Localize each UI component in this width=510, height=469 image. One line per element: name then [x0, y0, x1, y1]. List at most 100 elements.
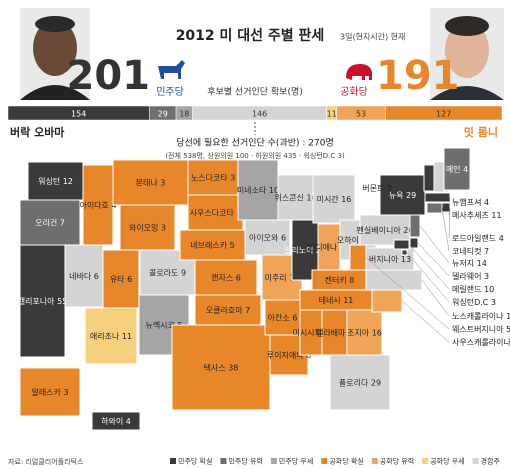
state-label: 플로리다 29 — [339, 378, 381, 387]
state-votes: 6 — [292, 313, 297, 322]
state-votes: 3 — [230, 173, 235, 182]
state-votes: 9 — [181, 268, 186, 277]
state-label: 아이오와 6 — [249, 232, 286, 242]
state-name: 켄터키 — [325, 275, 347, 285]
state-label: 콜로라도 9 — [149, 268, 186, 277]
state — [19, 244, 66, 358]
state-votes: 6 — [127, 275, 132, 284]
state-name: 플로리다 — [339, 378, 369, 387]
source: 자료: 리얼클리어폴리틱스 — [8, 457, 84, 466]
state-votes: 3 — [387, 184, 392, 193]
state-votes: 55 — [57, 297, 67, 306]
state-votes: 6 — [236, 273, 241, 282]
state-label: 사우스다코타 3 — [190, 208, 242, 217]
state-label: 알래스카 3 — [31, 387, 68, 397]
state-name: 아칸소 — [268, 312, 290, 322]
state-name: 코네티컷 — [452, 246, 481, 256]
state-name: 인디애나 — [308, 242, 338, 252]
bar-caption: 후보별 선거인단 확보(명) — [207, 86, 303, 98]
state-name: 와이오밍 — [129, 222, 158, 232]
state-name: 일리노이 — [284, 245, 313, 255]
state-name: 뉴저지 — [452, 259, 474, 268]
state-votes: 5 — [230, 241, 235, 250]
state-name: 메릴랜드 — [452, 284, 481, 294]
bar-label: 11 — [327, 110, 337, 119]
state-votes: 3 — [491, 298, 496, 307]
state — [194, 294, 262, 326]
state — [82, 164, 114, 246]
state-label: 하와이 4 — [101, 416, 131, 426]
state-name: 워싱턴D.C — [452, 297, 489, 307]
state-label: 몬태나 3 — [136, 178, 166, 187]
legend-label: 공화당 확실 — [329, 457, 363, 466]
state — [237, 159, 279, 221]
state-label: 워싱턴D.C 3 — [452, 297, 496, 307]
needed-note: (전체 538명, 상원의원 100 · 하원의원 435 · 워싱턴D.C 3… — [165, 151, 345, 160]
state — [349, 244, 367, 271]
state-votes: 29 — [406, 191, 416, 200]
state — [321, 309, 348, 356]
state-name: 메인 — [446, 164, 461, 174]
state-votes: 6 — [94, 272, 99, 281]
state-name: 콜로라도 — [149, 268, 178, 277]
state — [346, 309, 383, 356]
subtitle: 3일(현지시간) 현재 — [340, 32, 405, 42]
state-votes: 16 — [341, 195, 351, 204]
leader-line — [408, 244, 450, 290]
state-label: 유타 6 — [110, 275, 132, 284]
state-label: 캔자스 6 — [211, 272, 241, 282]
state — [424, 192, 451, 203]
state-votes: 13 — [401, 255, 411, 264]
state-label: 버지니아 13 — [369, 254, 411, 264]
romney-party: 공화당 — [340, 86, 368, 98]
state — [277, 174, 314, 221]
bar-label: 53 — [356, 110, 366, 119]
state-label: 메인 4 — [446, 164, 468, 174]
legend-swatch — [422, 458, 429, 464]
donkey-icon — [158, 60, 185, 79]
state — [102, 249, 140, 309]
bar-segment — [385, 105, 503, 121]
state-name: 테네시 — [319, 296, 341, 305]
leader-line — [421, 279, 450, 317]
state-label: 와이오밍 3 — [129, 222, 166, 232]
state-votes: 11 — [343, 296, 353, 305]
legend-label: 공화당 우세 — [430, 457, 464, 466]
state-votes: 11 — [491, 211, 501, 220]
state — [371, 289, 403, 313]
state-name: 앨라배마 — [316, 327, 346, 337]
state-votes: 11 — [122, 332, 132, 341]
state-name: 위스콘신 — [274, 193, 303, 202]
state — [27, 161, 84, 201]
state-label: 뉴욕 29 — [389, 191, 416, 200]
state — [401, 249, 408, 256]
state-votes: 7 — [245, 306, 250, 315]
leader-line — [406, 252, 450, 303]
state — [433, 161, 445, 193]
legend-label: 민주당 확실 — [178, 457, 212, 466]
state-label: 버몬트 3 — [362, 183, 392, 193]
state-label: 뉴저지 14 — [452, 259, 487, 268]
state — [171, 324, 271, 411]
state-name: 루이지애나 — [267, 350, 304, 360]
state — [244, 219, 291, 256]
state-votes: 5 — [506, 325, 510, 334]
state-label: 오클라호마 7 — [206, 306, 250, 315]
state-label: 테네시 11 — [319, 296, 354, 305]
state-name: 오하이오 — [337, 235, 366, 245]
bar-label: 154 — [71, 110, 86, 119]
obama-party: 민주당 — [156, 86, 184, 98]
state-name: 뉴햄프셔 — [452, 197, 481, 207]
state-name: 유타 — [110, 275, 125, 284]
state — [329, 354, 391, 411]
state-votes: 7 — [60, 218, 65, 227]
state-votes: 3 — [63, 388, 68, 397]
state-name: 뉴욕 — [389, 191, 404, 200]
state-label: 텍사스 38 — [204, 362, 239, 372]
state-name: 네브래스카 — [190, 241, 227, 250]
state — [19, 367, 81, 417]
state — [194, 259, 258, 296]
state-votes: 4 — [499, 234, 504, 243]
state-label: 노스캐롤라이나 15 — [452, 311, 510, 321]
